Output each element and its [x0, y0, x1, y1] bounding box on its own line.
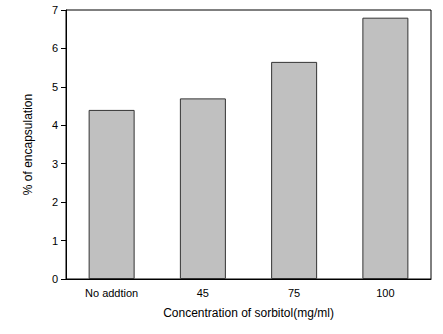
svg-text:% of encapsulation: % of encapsulation — [21, 94, 35, 195]
svg-text:45: 45 — [197, 287, 209, 299]
svg-text:3: 3 — [52, 158, 58, 170]
svg-text:100: 100 — [376, 287, 394, 299]
svg-text:1: 1 — [52, 235, 58, 247]
svg-text:75: 75 — [288, 287, 300, 299]
svg-text:4: 4 — [52, 119, 58, 131]
svg-text:No addtion: No addtion — [85, 287, 138, 299]
svg-text:6: 6 — [52, 42, 58, 54]
svg-text:0: 0 — [52, 273, 58, 285]
svg-text:Concentration of sorbitol(mg/m: Concentration of sorbitol(mg/ml) — [163, 306, 334, 320]
svg-text:2: 2 — [52, 196, 58, 208]
svg-text:5: 5 — [52, 81, 58, 93]
svg-text:7: 7 — [52, 4, 58, 16]
